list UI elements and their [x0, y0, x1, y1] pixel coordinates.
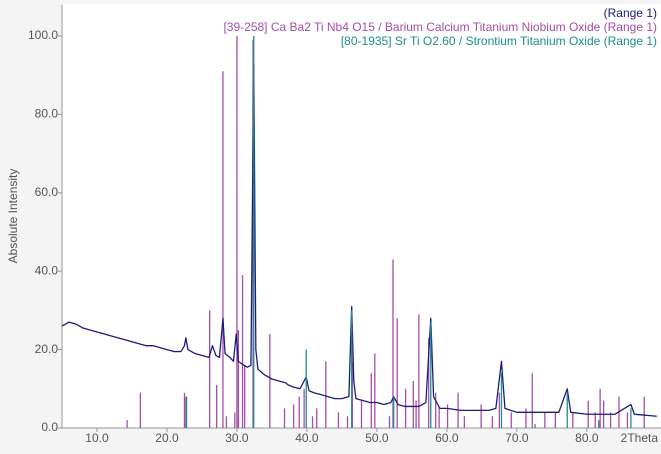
y-tick-label: 20.0	[35, 342, 59, 356]
x-tick-label: 80.0	[575, 431, 599, 445]
y-tick-label: 100.0	[28, 28, 58, 42]
legend-entry: [80-1935] Sr Ti O2.60 / Strontium Titani…	[341, 34, 657, 48]
y-tick-label: 80.0	[35, 107, 59, 121]
y-tick-label: 0.0	[41, 420, 58, 434]
x-tick-label: 60.0	[435, 431, 459, 445]
plot-area	[62, 4, 661, 428]
pattern-line	[61, 62, 657, 417]
y-axis-label: Absolute Intensity	[6, 169, 20, 264]
legend-entry: (Range 1)	[604, 6, 657, 20]
x-tick-label: 40.0	[295, 431, 319, 445]
legend-entry: [39-258] Ca Ba2 Ti Nb4 O15 / Barium Calc…	[223, 20, 657, 34]
x-tick-label: 20.0	[155, 431, 179, 445]
y-tick-label: 60.0	[35, 185, 59, 199]
x-tick-label: 70.0	[505, 431, 529, 445]
y-tick-label: 40.0	[35, 263, 59, 277]
x-axis-label: 2Theta	[621, 431, 659, 445]
x-tick-label: 50.0	[365, 431, 389, 445]
x-tick-label: 10.0	[85, 431, 109, 445]
x-tick-label: 30.0	[225, 431, 249, 445]
